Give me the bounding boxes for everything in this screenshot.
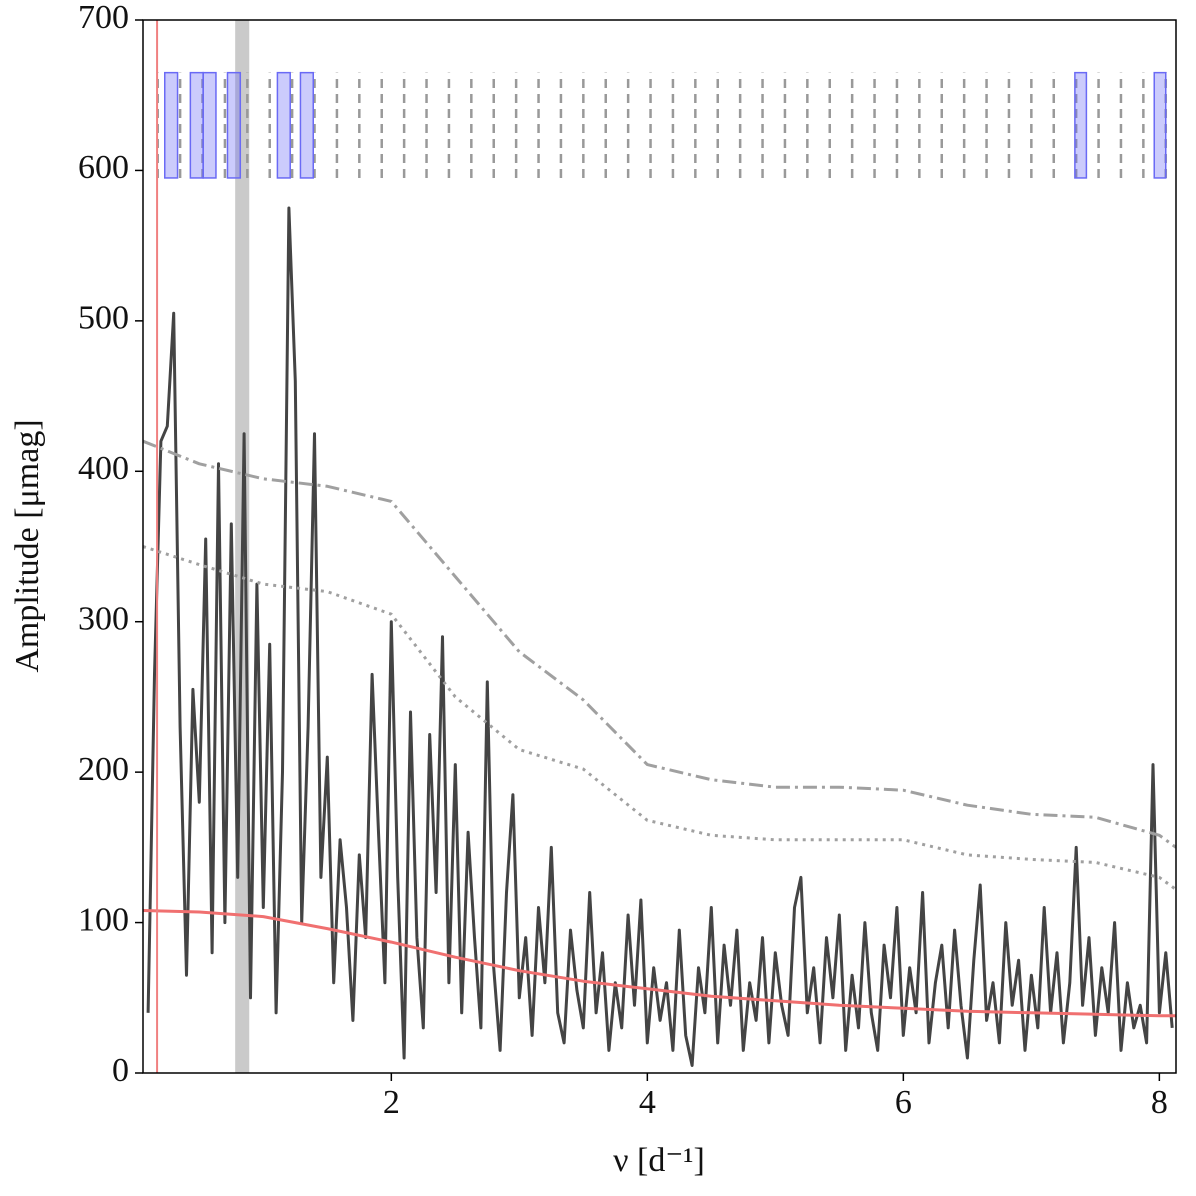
- frequency-box: [164, 71, 179, 179]
- frequency-box: [276, 71, 291, 179]
- series-line: [143, 439, 1176, 849]
- frequency-box: [1153, 71, 1167, 179]
- series-line: [143, 545, 1176, 891]
- frequency-box: [1074, 71, 1088, 179]
- frequency-box: [299, 71, 314, 179]
- y-tick-label: 0: [112, 1052, 129, 1089]
- x-tick-label: 2: [383, 1084, 400, 1121]
- frequency-box: [226, 71, 242, 179]
- frequency-box: [189, 71, 204, 179]
- series-line: [143, 909, 1176, 1018]
- y-tick-label: 700: [78, 0, 129, 36]
- x-tick-label: 6: [895, 1084, 912, 1121]
- x-tick-label: 8: [1151, 1084, 1168, 1121]
- y-tick-label: 600: [78, 149, 129, 186]
- y-tick-label: 400: [78, 450, 129, 487]
- y-axis-label: Amplitude [μmag]: [9, 419, 46, 672]
- plot-frame: [142, 19, 1177, 1074]
- y-tick-label: 300: [78, 601, 129, 638]
- series-line: [146, 206, 1174, 1067]
- y-tick-label: 500: [78, 300, 129, 337]
- plot-area: [143, 20, 1176, 1073]
- y-tick-label: 100: [78, 901, 129, 938]
- x-axis-label: ν [d⁻¹]: [613, 1142, 705, 1179]
- y-tick-label: 200: [78, 751, 129, 788]
- x-tick-label: 4: [639, 1084, 656, 1121]
- frequency-box: [202, 71, 217, 179]
